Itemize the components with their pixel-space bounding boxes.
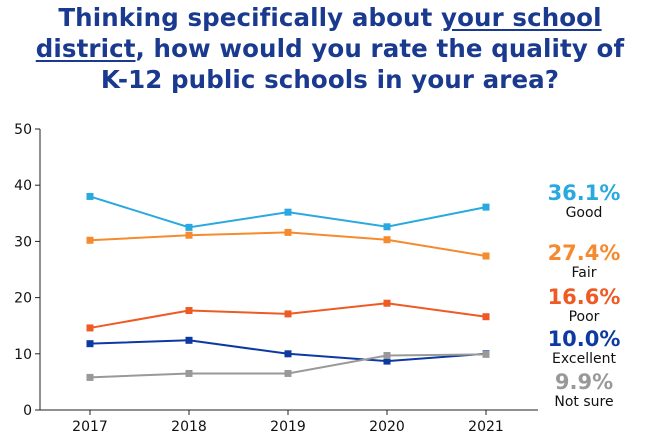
data-point-poor [383, 299, 391, 307]
x-tick-label: 2018 [171, 419, 207, 435]
series-excellent [86, 336, 490, 365]
series-name-label-fair: Fair [572, 265, 597, 281]
data-point-poor [86, 324, 94, 332]
data-point-fair [383, 236, 391, 244]
axes: 0 10 20 30 40 50 2017 2018 2019 2020 2021 [14, 122, 538, 435]
series-value-label-poor: 16.6% [548, 285, 621, 309]
data-point-fair [482, 252, 490, 260]
data-point-poor [482, 313, 490, 321]
data-point-excellent [86, 340, 94, 348]
data-point-fair [185, 231, 193, 239]
series-value-label-excellent: 10.0% [548, 327, 621, 351]
data-point-not-sure [383, 351, 391, 359]
y-tick-label: 50 [14, 122, 32, 138]
series-fair [86, 228, 490, 260]
series-line-fair [89, 231, 487, 257]
series-name-label-excellent: Excellent [552, 351, 616, 367]
series-labels: 36.1%Good 27.4%Fair 16.6%Poor 10.0%Excellen… [548, 181, 621, 410]
series-name-label-not-sure: Not sure [554, 394, 613, 410]
y-tick-label: 40 [14, 178, 32, 194]
data-point-excellent [185, 336, 193, 344]
title-part-1: Thinking specifically about [58, 3, 442, 32]
y-tick-label: 10 [14, 347, 32, 363]
x-tick-label: 2021 [468, 419, 504, 435]
data-point-not-sure [185, 369, 193, 377]
x-tick-label: 2017 [72, 419, 108, 435]
y-tick-label: 30 [14, 234, 32, 250]
series-good [86, 192, 490, 231]
plot-area [86, 192, 490, 381]
x-tick-label: 2019 [270, 419, 306, 435]
data-point-good [185, 223, 193, 231]
data-point-fair [284, 228, 292, 236]
chart-title: Thinking specifically about your school … [0, 2, 660, 95]
data-point-good [482, 203, 490, 211]
series-value-label-fair: 27.4% [548, 241, 621, 265]
data-point-not-sure [482, 350, 490, 358]
data-point-good [284, 208, 292, 216]
data-point-good [383, 223, 391, 231]
data-point-poor [185, 307, 193, 315]
series-value-label-good: 36.1% [548, 181, 621, 205]
data-point-excellent [284, 350, 292, 358]
title-underlined-1: your school [441, 3, 602, 32]
data-point-poor [284, 310, 292, 318]
series-not-sure [86, 350, 490, 381]
title-line-3: K-12 public schools in your area? [100, 65, 560, 94]
data-point-fair [86, 236, 94, 244]
data-point-good [86, 192, 94, 200]
title-part-2: , how would you rate the quality of [135, 34, 625, 63]
series-value-label-not-sure: 9.9% [555, 370, 613, 394]
data-point-excellent [383, 357, 391, 365]
x-tick-label: 2020 [369, 419, 405, 435]
data-point-not-sure [86, 373, 94, 381]
title-underlined-2: district [35, 34, 136, 63]
y-tick-label: 20 [14, 291, 32, 307]
y-tick-label: 0 [23, 403, 32, 419]
series-name-label-good: Good [566, 205, 603, 221]
series-name-label-poor: Poor [569, 309, 600, 325]
data-point-not-sure [284, 369, 292, 377]
series-poor [86, 299, 490, 332]
